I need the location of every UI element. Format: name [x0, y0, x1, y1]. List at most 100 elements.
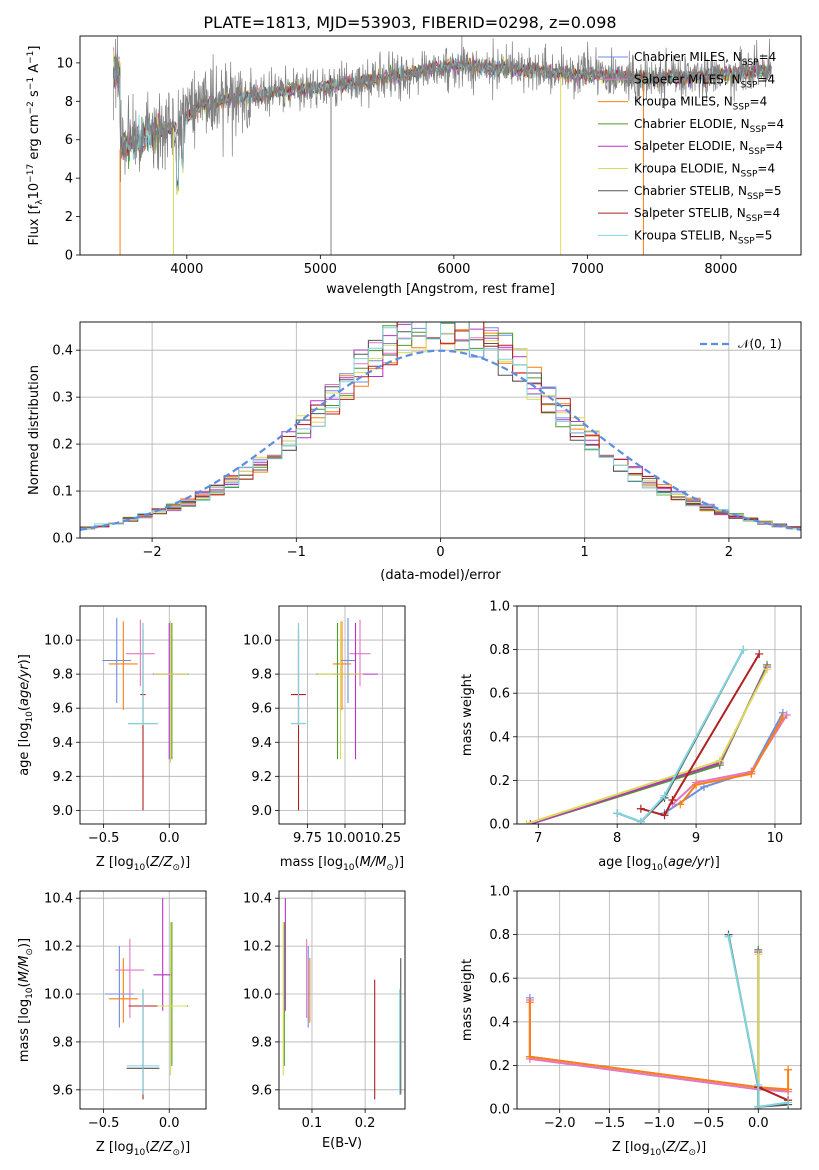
- y-tick-label: 0.6: [489, 972, 510, 987]
- weight_vs_age-axes: [513, 605, 801, 828]
- y-tick-label: 9.6: [52, 702, 73, 717]
- x-tick-label: −2.0: [544, 1116, 576, 1131]
- x-tick-label: 7000: [571, 262, 604, 277]
- y-tick-label: 0.2: [489, 1059, 510, 1074]
- y-tick-label: 0.0: [489, 1103, 510, 1118]
- y-tick-label: 0.3: [52, 391, 73, 406]
- weight-marker: [692, 780, 701, 789]
- y-tick-label: 9.4: [52, 736, 73, 751]
- y-tick-label: 0.4: [52, 344, 73, 359]
- legend-entry: Salpeter ELODIE, NSSP=4: [634, 139, 783, 157]
- y-tick-label: 9.2: [52, 770, 73, 785]
- y-tick-label: 0.8: [489, 928, 510, 943]
- y-tick-label: 9.2: [251, 770, 272, 785]
- weight-marker: [784, 1085, 793, 1094]
- weight-marker: [526, 820, 535, 824]
- x-tick-label: 0.0: [159, 1116, 180, 1131]
- spectrum-models: [113, 36, 772, 255]
- weight-marker: [763, 665, 772, 674]
- weight_vs_Z-y-label: mass weight: [460, 959, 475, 1041]
- x-tick-label: −1.5: [594, 1116, 626, 1131]
- y-tick-label: 2: [65, 210, 73, 225]
- y-tick-label: 0.8: [489, 643, 510, 658]
- x-tick-label: 9: [692, 831, 700, 846]
- mass-Z-x-label: Z [log10(Z/Z⊙)]: [96, 1140, 190, 1158]
- y-tick-label: 0: [65, 249, 73, 264]
- weight-series-line: [671, 714, 788, 806]
- y-tick-label: 0.0: [52, 532, 73, 547]
- y-tick-label: 9.8: [251, 668, 272, 683]
- weight-marker: [784, 1065, 793, 1074]
- weight-marker: [525, 1052, 534, 1061]
- spectrum-axes: [76, 62, 722, 259]
- weight-marker: [522, 820, 531, 824]
- y-tick-label: 9.8: [251, 1035, 272, 1050]
- weight-marker: [778, 713, 787, 722]
- age_vs_mass-points: [291, 617, 378, 811]
- x-tick-label: 1: [581, 545, 589, 560]
- y-tick-label: 0.2: [52, 438, 73, 453]
- y-tick-label: 9.4: [251, 736, 272, 751]
- spectrum-data-line: [113, 36, 772, 183]
- mass_vs_Z-axes: [76, 891, 206, 1113]
- weight-age-x-label: age [log10(age/yr)]: [598, 855, 720, 873]
- weight-marker: [784, 1098, 793, 1107]
- weight-marker: [668, 796, 677, 805]
- legend-entry: Chabrier STELIB, NSSP=5: [634, 184, 782, 202]
- weight-series-line: [530, 664, 769, 824]
- weight_vs_Z-frame: [516, 890, 802, 1110]
- y-tick-label: 9.0: [251, 804, 272, 819]
- legend-entry: Kroupa MILES, NSSP=4: [634, 95, 767, 113]
- age-mass-x-label: mass [log10(M/M⊙)]: [280, 855, 404, 873]
- weight-marker: [755, 649, 764, 658]
- weight-marker: [613, 809, 622, 818]
- x-tick-label: 4000: [170, 262, 203, 277]
- residual-y-label: Normed distribution: [27, 365, 42, 495]
- weight-marker: [754, 1081, 763, 1090]
- legend-entry: Chabrier ELODIE, NSSP=4: [634, 117, 784, 135]
- y-tick-label: 10.4: [243, 892, 272, 907]
- weight-marker: [754, 950, 763, 959]
- plot-title: PLATE=1813, MJD=53903, FIBERID=0298, z=0…: [203, 13, 616, 32]
- weight-marker: [754, 1102, 763, 1109]
- y-tick-label: 10.0: [243, 988, 272, 1003]
- spectrum-frame: [79, 35, 802, 256]
- y-tick-label: 10.2: [243, 940, 272, 955]
- weight-series-line: [640, 653, 761, 817]
- gaussian-curve: [80, 349, 801, 531]
- x-tick-label: −1.0: [643, 1116, 675, 1131]
- y-tick-label: 0.6: [489, 687, 510, 702]
- legend-entry: Kroupa STELIB, NSSP=5: [634, 228, 772, 246]
- mass_vs_EBV-points: [282, 898, 402, 1100]
- y-tick-label: 4: [65, 172, 73, 187]
- weight-marker: [724, 932, 733, 941]
- weight-series-line: [679, 716, 784, 806]
- residuals-axes: [76, 322, 801, 542]
- y-tick-label: 9.6: [52, 1083, 73, 1098]
- legend-entry: Salpeter STELIB, NSSP=4: [634, 206, 780, 224]
- y-tick-label: 0.2: [489, 774, 510, 789]
- y-tick-label: 10: [56, 56, 73, 71]
- age_vs_mass-frame: [278, 605, 406, 825]
- weight-series-line: [727, 936, 789, 1108]
- weight-Z-x-label: Z [log10(Z/Z⊙)]: [612, 1140, 706, 1158]
- y-tick-label: 1.0: [489, 885, 510, 900]
- legend-entry: Chabrier MILES, NSSP=4: [634, 50, 776, 68]
- x-tick-label: −0.5: [88, 1116, 120, 1131]
- weight_vs_age-lines: [522, 645, 791, 824]
- y-tick-label: 10.2: [44, 940, 73, 955]
- x-tick-label: −2: [143, 545, 162, 560]
- x-tick-label: 0.2: [355, 1116, 376, 1131]
- weight-marker: [715, 756, 724, 765]
- mass-EBV-x-label: E(B-V): [322, 1136, 362, 1151]
- x-tick-label: 6000: [437, 262, 470, 277]
- weight-series-line: [757, 1086, 789, 1102]
- x-tick-label: 10.00: [326, 831, 363, 846]
- x-tick-label: 2: [725, 545, 733, 560]
- age_vs_Z-points: [102, 617, 189, 811]
- spectrum-x-label: wavelength [Angstrom, rest frame]: [326, 282, 555, 297]
- x-tick-label: −0.5: [88, 831, 120, 846]
- age_vs_Z-axes: [76, 606, 206, 828]
- legend-entry: Kroupa ELODIE, NSSP=4: [634, 162, 775, 180]
- residual-x-label: (data-model)/error: [380, 568, 501, 583]
